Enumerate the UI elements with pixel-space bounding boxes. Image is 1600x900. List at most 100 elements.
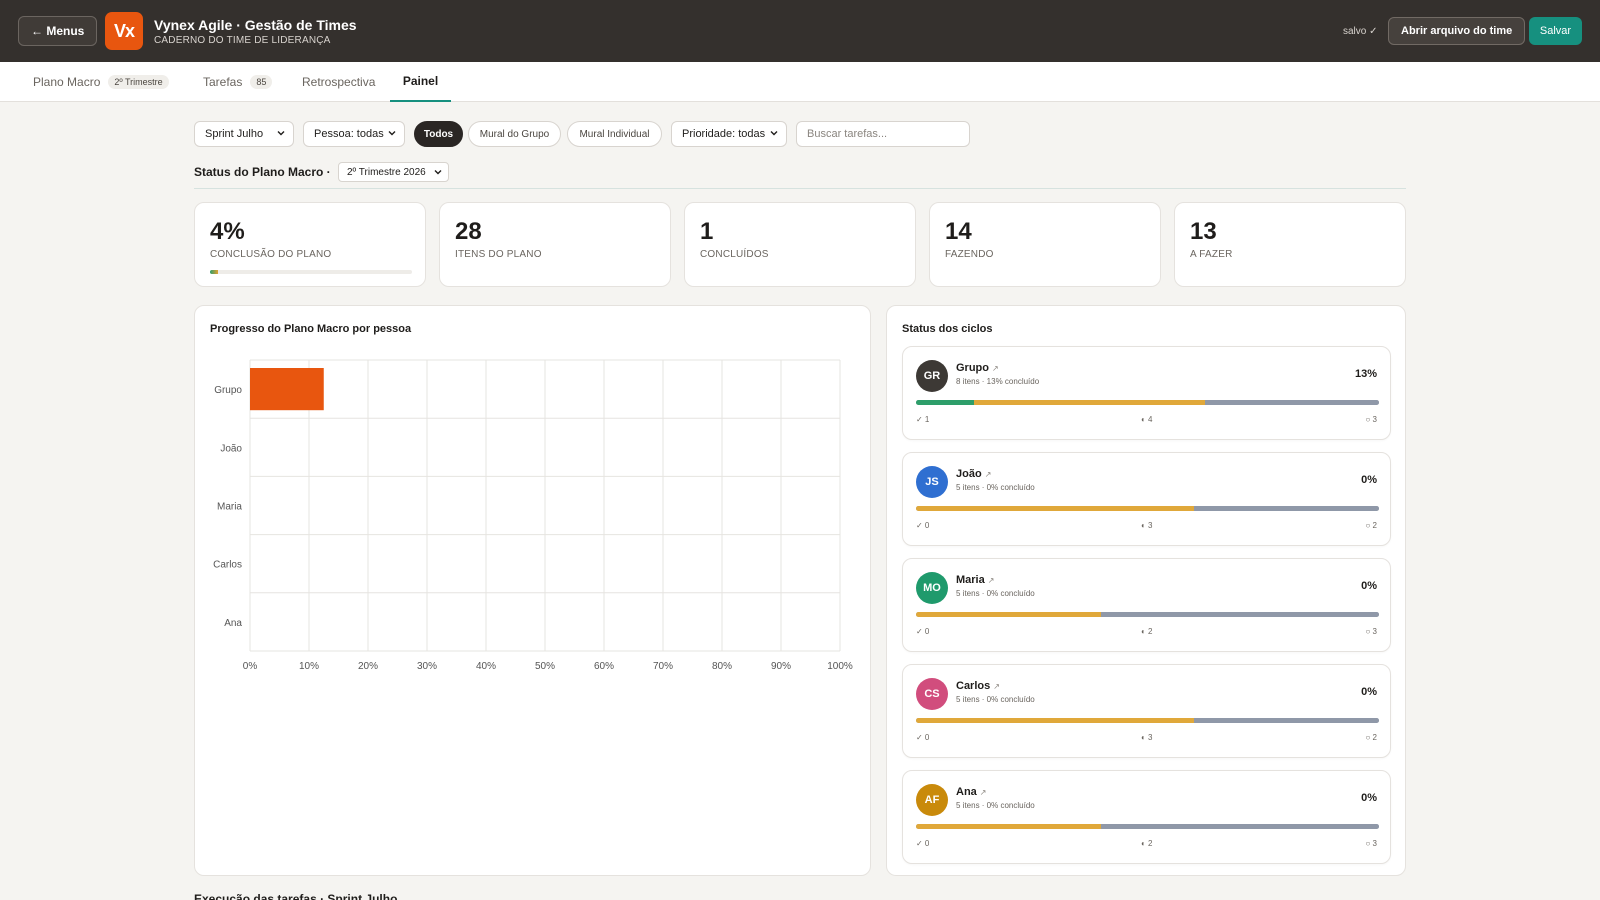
- cycle-percent: 13%: [1354, 368, 1377, 380]
- cycle-card-ana[interactable]: AF Ana ↗ 5 itens · 0% concluído 0% ✓ 0 ◐ 2 ○ 3: [902, 770, 1391, 864]
- stat-card-todo: 13 A FAZER: [1174, 202, 1406, 287]
- panel-title: Status dos ciclos: [902, 323, 993, 335]
- person-select[interactable]: Pessoa: todas: [303, 121, 405, 147]
- cycle-name: Carlos ↗: [956, 680, 1000, 692]
- plan-status-label: Status do Plano Macro ·: [194, 165, 331, 179]
- cycle-name: Grupo ↗: [956, 362, 999, 374]
- x-tick-label: 30%: [417, 661, 437, 672]
- panel-title: Progresso do Plano Macro por pessoa: [210, 323, 412, 335]
- x-tick-label: 70%: [653, 661, 673, 672]
- stat-value: 1: [700, 218, 714, 245]
- tab-badge: 2º Trimestre: [108, 75, 169, 89]
- cycle-bar-todo: [1101, 612, 1379, 617]
- app-subtitle: CADERNO DO TIME DE LIDERANÇA: [154, 35, 331, 46]
- cycle-meta: 5 itens · 0% concluído: [956, 801, 1035, 810]
- edit-icon[interactable]: ↗: [993, 682, 1000, 691]
- doing-count: ◐ 2: [1141, 627, 1153, 636]
- y-category-label: Carlos: [213, 560, 242, 571]
- cycle-name-text: Carlos: [956, 680, 991, 692]
- x-tick-label: 90%: [771, 661, 791, 672]
- done-count: ✓ 0: [916, 733, 930, 742]
- edit-icon[interactable]: ↗: [987, 576, 995, 585]
- cycle-card-grupo[interactable]: GR Grupo ↗ 8 itens · 13% concluído 13% ✓ 1 ◐ 4…: [902, 346, 1391, 440]
- cycle-name: João ↗: [956, 468, 991, 480]
- avatar: JS: [916, 466, 948, 498]
- avatar: CS: [916, 678, 948, 710]
- cycle-progress-bar: [916, 824, 1379, 829]
- tab-plano-macro[interactable]: Plano Macro 2º Trimestre: [33, 62, 169, 102]
- person-select-value: Pessoa: todas: [314, 128, 384, 140]
- cycle-bar-doing: [916, 824, 1102, 829]
- cycle-card-maria[interactable]: MO Maria ↗ 5 itens · 0% concluído 0% ✓ 0 ◐ 2 ○ …: [902, 558, 1391, 652]
- cycle-bar-doing: [916, 612, 1102, 617]
- app-logo: Vx: [105, 12, 143, 50]
- saved-status: salvo ✓: [1343, 26, 1378, 37]
- doing-count: ◐ 4: [1141, 415, 1153, 424]
- cycle-bar-doing: [916, 506, 1194, 511]
- cycle-meta: 5 itens · 0% concluído: [956, 483, 1035, 492]
- y-category-label: Ana: [224, 618, 242, 629]
- cycle-name-text: Maria: [956, 574, 985, 586]
- done-count: ✓ 1: [916, 415, 930, 424]
- cycle-progress-bar: [916, 400, 1379, 405]
- todo-count: ○ 3: [1365, 839, 1377, 848]
- priority-select[interactable]: Prioridade: todas: [671, 121, 787, 147]
- chevron-down-icon: [277, 131, 285, 136]
- tab-badge: 85: [250, 75, 273, 89]
- top-bar: ← Menus Vx Vynex Agile · Gestão de Times…: [0, 0, 1600, 62]
- cycle-bar-todo: [1205, 400, 1379, 405]
- completion-progress-fill: [210, 270, 219, 274]
- cycle-progress-bar: [916, 506, 1379, 511]
- filter-all-pill[interactable]: Todos: [414, 121, 463, 147]
- sprint-select-value: Sprint Julho: [205, 128, 264, 140]
- tab-label: Plano Macro: [33, 75, 101, 89]
- quarter-select[interactable]: 2º Trimestre 2026: [338, 162, 449, 182]
- edit-icon[interactable]: ↗: [979, 788, 987, 797]
- avatar: MO: [916, 572, 948, 604]
- cycle-meta: 8 itens · 13% concluído: [956, 377, 1040, 386]
- menus-button[interactable]: ← Menus: [18, 16, 98, 46]
- cycles-status-panel: Status dos ciclos GR Grupo ↗ 8 itens · 13% …: [886, 305, 1406, 876]
- cycle-percent: 0%: [1361, 792, 1377, 804]
- cycle-name-text: Ana: [956, 786, 977, 798]
- progress-chart: 0% 10% 20% 30% 40% 50% 60% 70% 80% 90% 100% Grupo Jo…: [195, 346, 872, 676]
- sprint-select[interactable]: Sprint Julho: [194, 121, 294, 147]
- filter-group-board-pill[interactable]: Mural do Grupo: [468, 121, 561, 147]
- stat-card-plan-items: 28 ITENS DO PLANO: [439, 202, 671, 287]
- search-input[interactable]: [796, 121, 970, 147]
- cycle-progress-bar: [916, 612, 1379, 617]
- save-button[interactable]: Salvar: [1529, 17, 1582, 45]
- app-title: Vynex Agile · Gestão de Times: [154, 17, 357, 33]
- open-team-file-button[interactable]: Abrir arquivo do time: [1388, 17, 1526, 45]
- tab-retrospectiva[interactable]: Retrospectiva: [302, 62, 375, 102]
- edit-icon[interactable]: ↗: [984, 470, 992, 479]
- stat-label: CONCLUSÃO DO PLANO: [210, 249, 332, 260]
- tab-tarefas[interactable]: Tarefas 85: [203, 62, 273, 102]
- tab-label: Retrospectiva: [302, 75, 376, 89]
- cycle-bar-todo: [1101, 824, 1379, 829]
- todo-count: ○ 2: [1365, 733, 1377, 742]
- stat-value: 28: [455, 218, 482, 245]
- todo-count: ○ 3: [1365, 415, 1377, 424]
- x-tick-label: 50%: [535, 661, 555, 672]
- cycle-percent: 0%: [1361, 686, 1377, 698]
- quarter-select-value: 2º Trimestre 2026: [347, 166, 426, 178]
- stat-label: A FAZER: [1190, 249, 1233, 260]
- cycle-bar-doing: [916, 718, 1194, 723]
- stat-label: FAZENDO: [945, 249, 994, 260]
- cycle-name-text: João: [956, 468, 982, 480]
- stat-card-done: 1 CONCLUÍDOS: [684, 202, 916, 287]
- stat-value: 13: [1190, 218, 1217, 245]
- filter-individual-board-pill[interactable]: Mural Individual: [567, 121, 662, 147]
- doing-count: ◐ 3: [1141, 521, 1153, 530]
- edit-icon[interactable]: ↗: [992, 364, 999, 373]
- tab-painel[interactable]: Painel: [390, 62, 451, 102]
- doing-count: ◐ 3: [1141, 733, 1153, 742]
- section-divider: [194, 188, 1406, 189]
- cycle-card-carlos[interactable]: CS Carlos ↗ 5 itens · 0% concluído 0% ✓ 0 ◐ 3 ○…: [902, 664, 1391, 758]
- x-tick-label: 40%: [476, 661, 496, 672]
- cycle-bar-todo: [1193, 506, 1379, 511]
- stat-label: ITENS DO PLANO: [455, 249, 542, 260]
- x-tick-label: 100%: [827, 661, 853, 672]
- cycle-card-joao[interactable]: JS João ↗ 5 itens · 0% concluído 0% ✓ 0 ◐ 3 ○ 2: [902, 452, 1391, 546]
